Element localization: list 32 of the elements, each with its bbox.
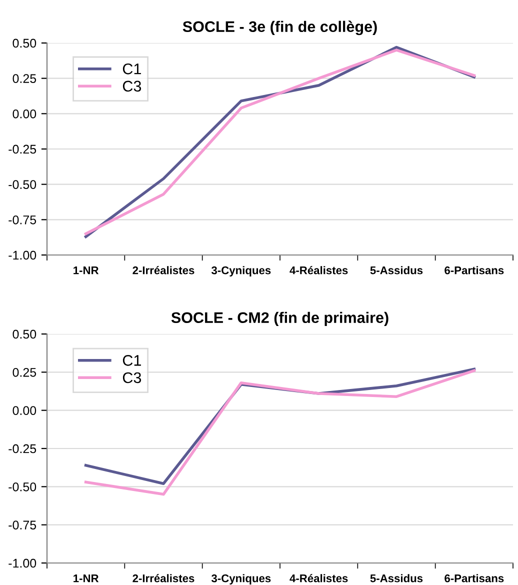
y-tick-label: -1.00: [8, 250, 36, 260]
legend-label: C1: [122, 64, 141, 74]
y-tick-label: -0.75: [8, 520, 36, 530]
y-tick-label: -0.50: [8, 482, 36, 492]
y-tick-label: 0.00: [12, 109, 36, 118]
x-tick-label: 4-Réalistes: [290, 574, 348, 582]
y-tick-label: 0.00: [12, 406, 36, 415]
y-tick-label: 0.25: [12, 74, 36, 83]
y-tick-label: 0.25: [12, 368, 36, 377]
x-tick-label: 1-NR: [74, 266, 99, 274]
x-tick-label: 3-Cyniques: [211, 266, 271, 276]
x-tick-label: 1-NR: [74, 574, 99, 582]
x-tick-label: 5-Assidus: [370, 266, 423, 274]
y-tick-label: 0.50: [12, 38, 36, 48]
y-tick-label: -0.25: [8, 144, 36, 154]
legend-label: C1: [122, 355, 141, 366]
y-tick-label: -1.00: [8, 558, 36, 568]
y-tick-label: 0.50: [12, 330, 36, 339]
legend-label: C3: [122, 80, 142, 92]
y-tick-label: -0.25: [8, 444, 36, 454]
legend-label: C3: [122, 372, 142, 384]
x-tick-label: 6-Partisans: [444, 574, 504, 582]
y-tick-label: -0.50: [8, 180, 36, 189]
chart-title: SOCLE - 3e (fin de collège): [182, 20, 377, 36]
y-tick-label: -0.75: [8, 215, 36, 224]
x-tick-label: 3-Cyniques: [211, 574, 271, 584]
x-tick-label: 6-Partisans: [444, 266, 504, 274]
x-tick-label: 5-Assidus: [370, 574, 423, 582]
chart-title: SOCLE - CM2 (fin de primaire): [171, 312, 388, 326]
x-tick-label: 2-Irréalistes: [132, 574, 194, 582]
x-tick-label: 4-Réalistes: [290, 266, 348, 274]
x-tick-label: 2-Irréalistes: [132, 266, 194, 274]
